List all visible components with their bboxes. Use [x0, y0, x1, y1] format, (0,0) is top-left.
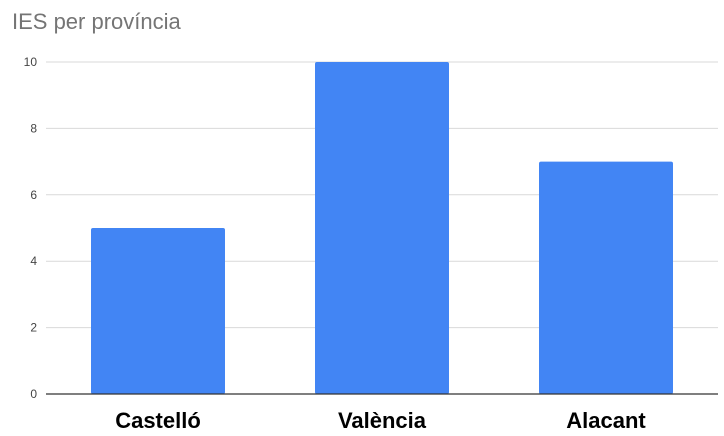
y-tick-label: 0	[30, 387, 37, 401]
labels: 0 2 4 6 8 10 Castelló València Alacant	[24, 55, 647, 433]
y-tick-label: 4	[30, 254, 37, 268]
bar	[315, 62, 449, 394]
y-tick-label: 2	[30, 321, 37, 335]
y-tick-label: 8	[30, 121, 37, 135]
y-tick-label: 6	[30, 188, 37, 202]
bar	[539, 161, 673, 394]
x-category-label: Castelló	[115, 408, 201, 433]
y-tick-label: 10	[24, 55, 38, 69]
x-category-label: Alacant	[566, 408, 646, 433]
bar	[91, 228, 225, 394]
chart-title: IES per província	[12, 9, 181, 34]
bars	[91, 62, 673, 394]
x-category-label: València	[338, 408, 427, 433]
